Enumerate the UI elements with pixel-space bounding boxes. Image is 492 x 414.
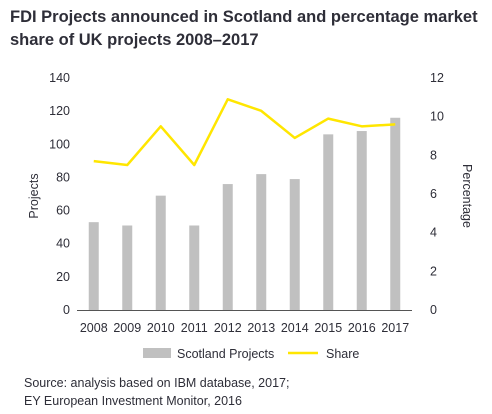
source-note: Source: analysis based on IBM database, … [24, 374, 289, 410]
right-tick-label: 8 [430, 148, 437, 162]
left-tick-label: 20 [56, 270, 70, 284]
bar-2009 [122, 225, 133, 310]
bars-group [88, 117, 401, 311]
left-axis-ticks: 0 20 40 60 80 100 120 140 [49, 71, 70, 317]
bar-2014 [289, 179, 300, 310]
chart-title: FDI Projects announced in Scotland and p… [10, 6, 480, 52]
chart-title-line-1: FDI Projects announced in Scotland and p… [10, 8, 478, 26]
right-axis-ticks: 0 2 4 6 8 10 12 [430, 71, 444, 317]
right-axis-label: Percentage [460, 164, 474, 228]
x-tick-label: 2016 [348, 321, 376, 335]
bar-2011 [189, 225, 200, 310]
legend-line-label: Share [326, 347, 359, 361]
bar-2017 [390, 117, 401, 311]
right-tick-label: 12 [430, 71, 444, 85]
left-tick-label: 0 [63, 303, 70, 317]
chart-title-line-2: share of UK projects 2008–2017 [10, 31, 259, 49]
right-tick-label: 0 [430, 303, 437, 317]
bar-2016 [356, 131, 367, 310]
source-line-2: EY European Investment Monitor, 2016 [24, 394, 242, 408]
x-tick-label: 2014 [281, 321, 309, 335]
right-tick-label: 10 [430, 110, 444, 124]
left-tick-label: 140 [49, 71, 70, 85]
left-tick-label: 120 [49, 104, 70, 118]
left-tick-label: 100 [49, 137, 70, 151]
left-axis-label: Projects [27, 173, 41, 218]
left-tick-label: 60 [56, 204, 70, 218]
source-line-1: Source: analysis based on IBM database, … [24, 376, 290, 390]
bar-2012 [222, 184, 233, 310]
legend-bar-label: Scotland Projects [177, 347, 274, 361]
bar-2008 [88, 222, 99, 310]
right-tick-label: 6 [430, 187, 437, 201]
x-tick-label: 2010 [147, 321, 175, 335]
legend-bar-swatch [143, 348, 171, 358]
x-tick-label: 2017 [381, 321, 409, 335]
x-axis-ticks: 2008 2009 2010 2011 2012 2013 2014 2015 2016 2017 [80, 321, 409, 335]
legend: Scotland Projects Share [143, 347, 359, 361]
left-tick-label: 80 [56, 170, 70, 184]
bar-2015 [323, 134, 334, 310]
left-tick-label: 40 [56, 237, 70, 251]
x-tick-label: 2008 [80, 321, 108, 335]
right-tick-label: 4 [430, 226, 437, 240]
share-line [93, 98, 396, 167]
x-tick-label: 2011 [181, 321, 208, 335]
bar-2013 [256, 174, 267, 310]
bar-2010 [155, 195, 166, 310]
x-tick-label: 2015 [314, 321, 342, 335]
x-tick-label: 2009 [113, 321, 141, 335]
x-tick-label: 2013 [247, 321, 275, 335]
x-tick-label: 2012 [214, 321, 242, 335]
right-tick-label: 2 [430, 264, 437, 278]
